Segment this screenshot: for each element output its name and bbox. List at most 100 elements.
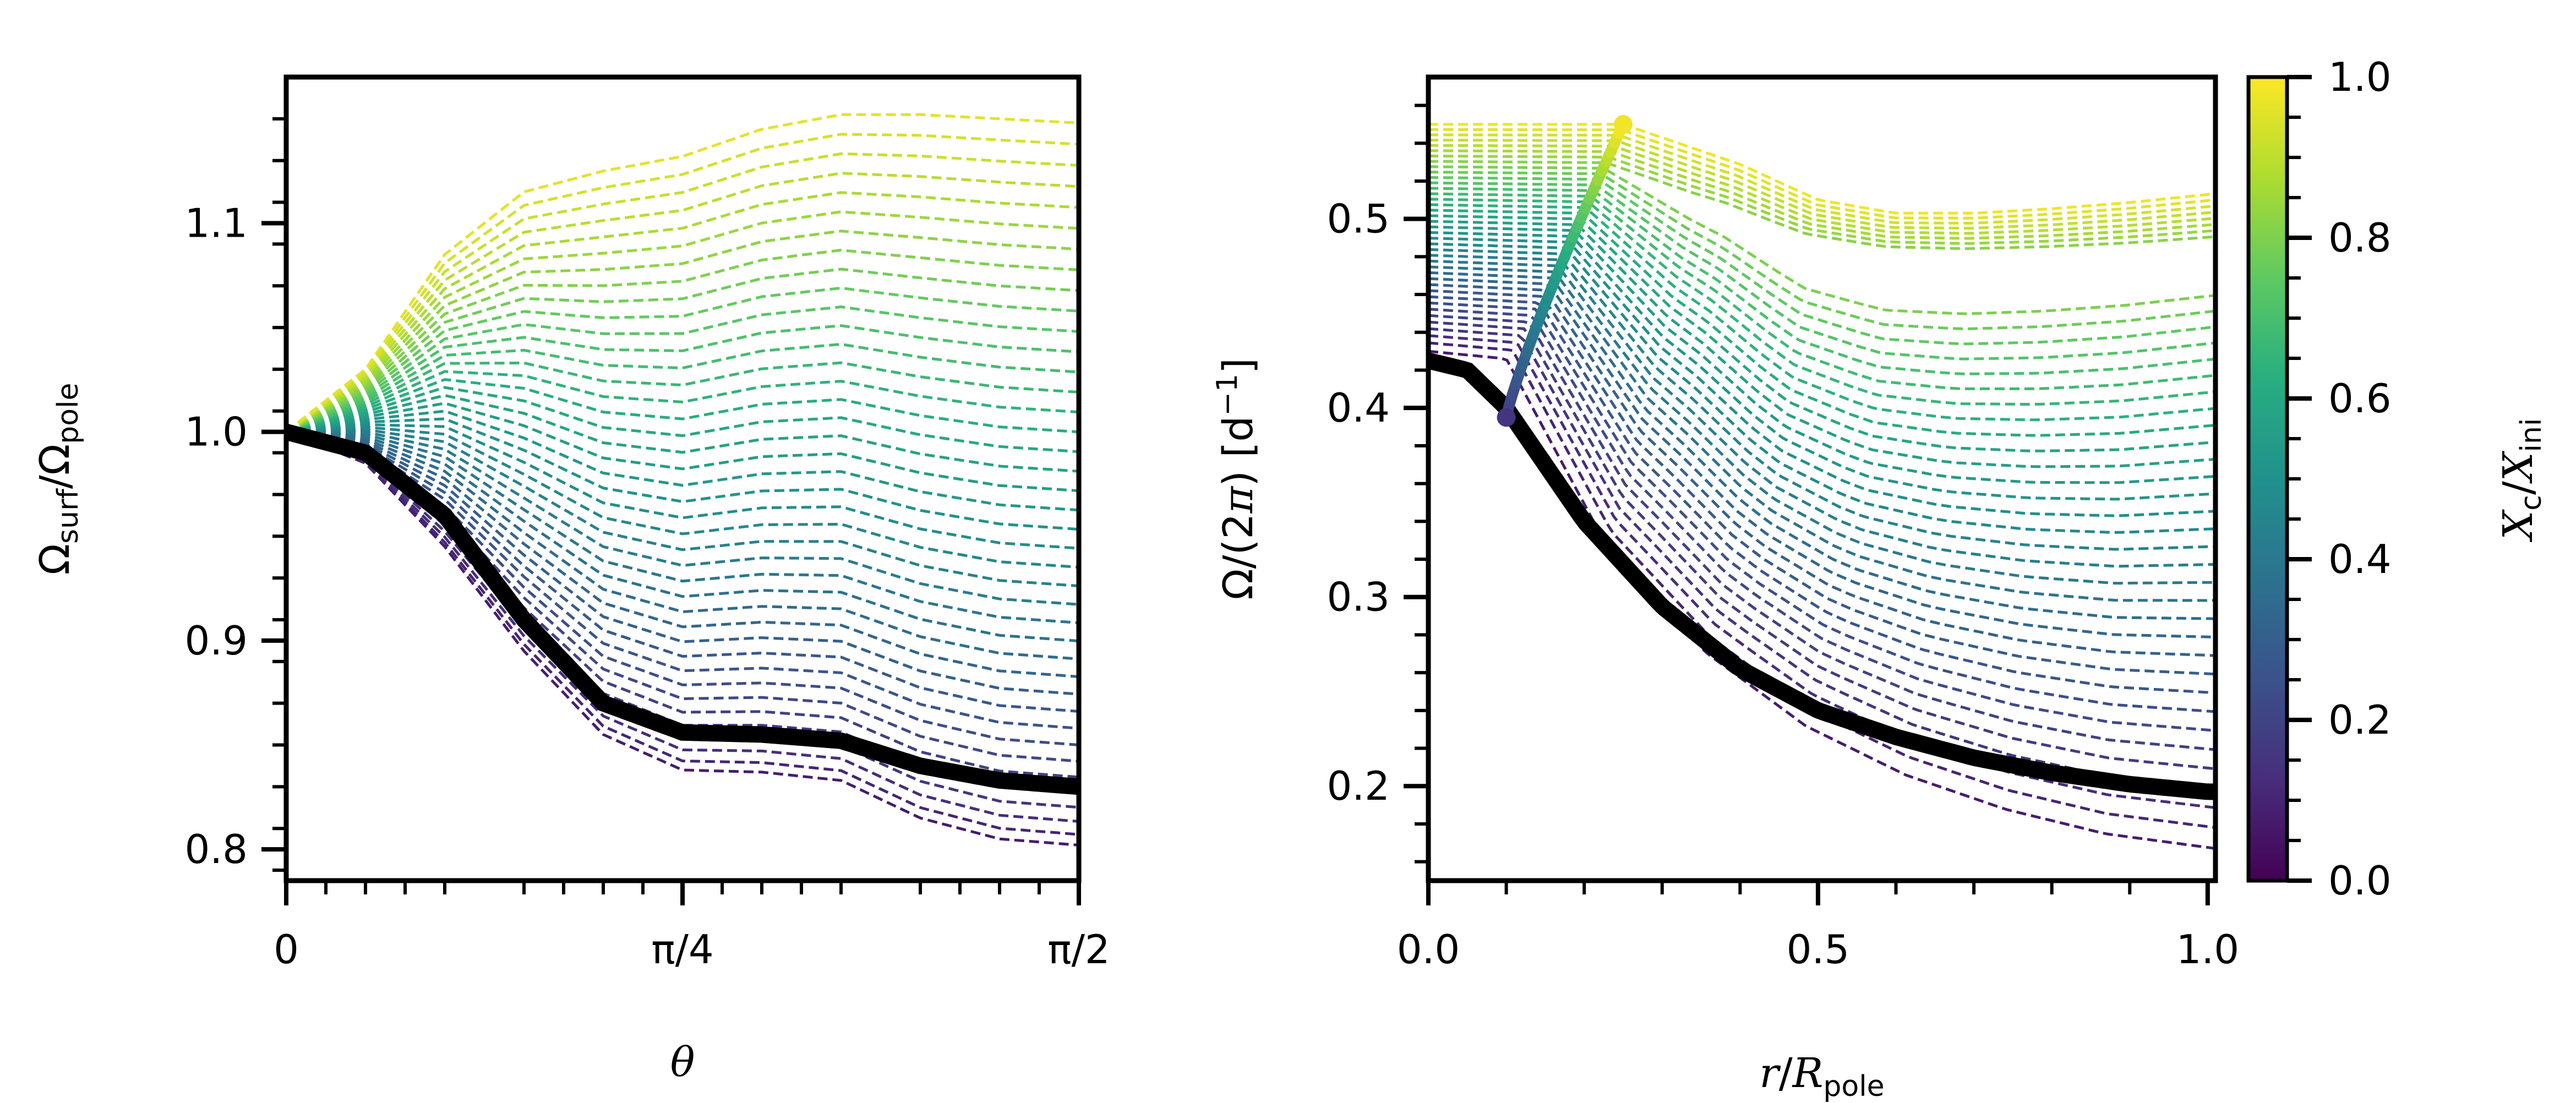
right-dashed-curve	[1428, 198, 2215, 406]
right-y-axis-label: Ω/(2π) [d−1]	[1211, 358, 1262, 600]
right-black-curve	[1428, 352, 2215, 800]
left-y-tick-label: 1.0	[184, 409, 248, 455]
left-dashed-curve	[286, 430, 1079, 643]
right-dashed-curve	[1428, 231, 2215, 501]
right-y-tick-label: 0.2	[1327, 763, 1390, 809]
right-dashed-curve	[1428, 165, 2215, 315]
left-dashed-curve	[286, 133, 1079, 433]
right-dashed-curve	[1428, 133, 2215, 225]
right-y-ticks: 0.2 0.3 0.4 0.5	[1327, 103, 1428, 864]
right-axes-frame	[1426, 74, 2218, 883]
left-dashed-curve	[286, 402, 1079, 493]
left-dashed-curve	[286, 378, 1079, 434]
left-dashed-curve	[286, 305, 1079, 433]
right-dashed-curve	[1428, 308, 2215, 732]
left-dashed-curve	[286, 172, 1079, 433]
colorbar-label: Xc/Xini	[2495, 418, 2548, 543]
left-x-ticks: 0 π/4 π/2	[274, 881, 1110, 973]
left-dashed-curve	[286, 191, 1079, 433]
core-edge-curve	[1497, 114, 1633, 427]
colorbar-tick-label: 0.6	[2328, 375, 2392, 422]
core-edge-end-point	[1613, 114, 1633, 134]
left-dashed-curve	[286, 342, 1079, 434]
left-black-curve	[286, 424, 1079, 795]
left-dashed-curve	[286, 370, 1079, 434]
right-dashed-curve	[1428, 154, 2215, 245]
left-chart: 0 π/4 π/2 0.8 0.9 1.0 1.1 θ Ωsurf/Ωpole	[31, 74, 1110, 1086]
left-dashed-curve	[286, 361, 1079, 434]
right-dashed-curve	[1428, 248, 2215, 551]
left-dashed-curve	[286, 394, 1079, 473]
left-dashed-curve	[286, 113, 1079, 433]
right-dashed-curve	[1428, 259, 2215, 585]
right-dashed-curve	[1428, 277, 2215, 638]
right-y-tick-label: 0.5	[1327, 196, 1390, 242]
left-x-tick-label: 0	[274, 926, 299, 973]
right-dashed-curve	[1428, 123, 2215, 215]
right-x-ticks: 0.0 0.5 1.0	[1397, 881, 2239, 973]
left-dashed-curve	[286, 423, 1079, 550]
right-chart: 0.0 0.5 1.0 0.2 0.3 0.4 0.5 r/Rpole Ω/(2π) [d…	[1211, 74, 2239, 1103]
right-dashed-curve	[1428, 289, 2215, 676]
left-dashed-curve	[286, 409, 1079, 512]
colorbar-tick-label: 0.8	[2328, 215, 2392, 261]
left-dashed-curves	[286, 113, 1079, 847]
right-dashed-curve	[1428, 176, 2215, 346]
right-x-tick-label: 0.5	[1787, 926, 1850, 973]
right-dashed-curve	[1428, 254, 2215, 568]
right-dashed-curve	[1428, 334, 2215, 810]
left-dashed-curve	[286, 430, 1079, 730]
left-dashed-curve	[286, 430, 1079, 606]
left-dashed-curve	[286, 430, 1079, 847]
right-dashed-curves	[1428, 123, 2215, 850]
right-dashed-curve	[1428, 171, 2215, 330]
colorbar-tick-label: 0.4	[2328, 536, 2392, 582]
right-x-axis-label: r/Rpole	[1759, 1050, 1884, 1103]
right-dashed-curve	[1428, 203, 2215, 422]
left-dashed-curve	[286, 430, 1079, 763]
left-y-ticks: 0.8 0.9 1.0 1.1	[184, 117, 286, 872]
right-dashed-curve	[1428, 139, 2215, 230]
left-dashed-curve	[286, 430, 1079, 660]
left-dashed-curve	[286, 430, 1079, 823]
right-dashed-curve	[1428, 237, 2215, 517]
left-dashed-curve	[286, 286, 1079, 433]
left-dashed-curve	[286, 152, 1079, 433]
right-dashed-curve	[1428, 144, 2215, 235]
left-y-axis-label: Ωsurf/Ωpole	[31, 383, 85, 575]
right-x-tick-label: 1.0	[2176, 926, 2240, 973]
right-dashed-curve	[1428, 320, 2215, 771]
right-dashed-curve	[1428, 160, 2215, 250]
right-dashed-curve	[1428, 181, 2215, 361]
left-y-tick-label: 1.1	[184, 200, 248, 246]
left-x-tick-label: π/2	[1047, 926, 1110, 973]
right-y-tick-label: 0.3	[1327, 574, 1390, 620]
right-dashed-curve	[1428, 283, 2215, 657]
right-dashed-curve	[1428, 220, 2215, 468]
left-dashed-curve	[286, 428, 1079, 588]
left-dashed-curve	[286, 210, 1079, 433]
right-dashed-curve	[1428, 295, 2215, 695]
left-x-tick-label: π/4	[651, 926, 713, 973]
left-y-tick-label: 0.9	[184, 618, 248, 664]
right-dashed-curve	[1428, 192, 2215, 390]
colorbar: 0.0 0.2 0.4 0.6 0.8 1.0 Xc/Xini	[2246, 54, 2548, 904]
right-dashed-curve	[1428, 209, 2215, 437]
colorbar-tick-label: 0.0	[2328, 858, 2392, 904]
right-dashed-curve	[1428, 271, 2215, 620]
left-y-tick-label: 0.8	[184, 826, 248, 872]
right-dashed-curve	[1428, 265, 2215, 602]
left-x-axis-label: θ	[670, 1039, 695, 1086]
left-dashed-curve	[286, 386, 1079, 454]
left-dashed-curve	[286, 324, 1079, 434]
colorbar-tick-label: 0.2	[2328, 697, 2392, 743]
right-y-tick-label: 0.4	[1327, 385, 1390, 431]
right-x-tick-label: 0.0	[1397, 926, 1460, 973]
colorbar-gradient	[2246, 75, 2289, 883]
left-dashed-curve	[286, 430, 1079, 713]
right-dashed-curve	[1428, 214, 2215, 452]
left-dashed-curve	[286, 230, 1079, 433]
left-dashed-curve	[286, 430, 1079, 696]
right-dashed-curve	[1428, 128, 2215, 220]
